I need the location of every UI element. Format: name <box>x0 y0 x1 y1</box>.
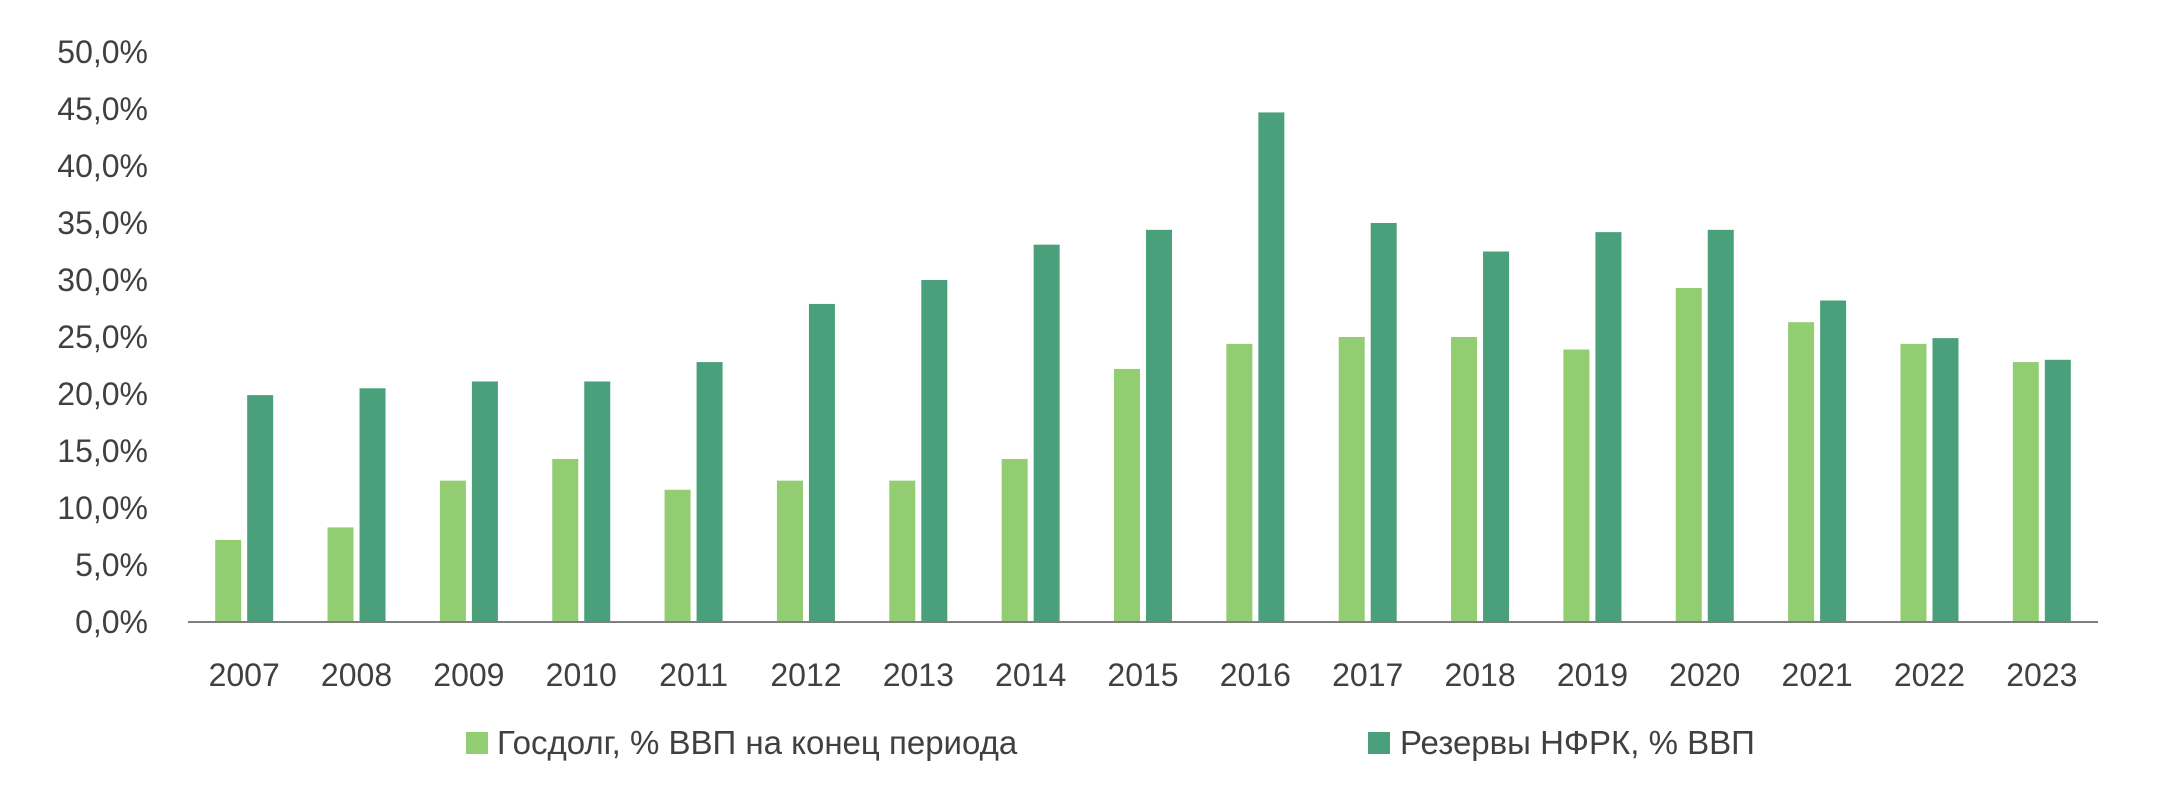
bar-gosdolg-2021 <box>1788 322 1815 622</box>
bar-gosdolg-2016 <box>1226 343 1253 622</box>
x-tick-label: 2010 <box>546 657 617 693</box>
bar-gosdolg-2012 <box>776 480 803 622</box>
y-tick-label: 50,0% <box>57 34 148 70</box>
bar-rezervy-2008 <box>359 388 386 622</box>
bar-rezervy-2019 <box>1595 232 1622 622</box>
y-tick-label: 35,0% <box>57 205 148 241</box>
bar-rezervy-2022 <box>1932 338 1959 622</box>
y-tick-label: 20,0% <box>57 376 148 412</box>
legend-label-rezervy: Резервы НФРК, % ВВП <box>1400 724 1755 761</box>
bar-gosdolg-2008 <box>327 527 354 622</box>
y-tick-label: 45,0% <box>57 91 148 127</box>
x-tick-label: 2007 <box>209 657 280 693</box>
x-tick-label: 2018 <box>1444 657 1515 693</box>
bar-rezervy-2018 <box>1483 251 1510 622</box>
x-tick-label: 2015 <box>1107 657 1178 693</box>
y-tick-label: 25,0% <box>57 319 148 355</box>
bar-rezervy-2017 <box>1370 223 1397 622</box>
bar-rezervy-2012 <box>808 303 835 622</box>
bar-gosdolg-2020 <box>1675 287 1702 622</box>
y-axis-ticks: 0,0% 5,0% 10,0% 15,0% 20,0% 25,0% 30,0% 35,0% 40… <box>57 34 148 640</box>
y-tick-label: 15,0% <box>57 433 148 469</box>
x-tick-label: 2012 <box>770 657 841 693</box>
bar-gosdolg-2014 <box>1001 458 1028 622</box>
x-tick-label: 2017 <box>1332 657 1403 693</box>
bar-gosdolg-2009 <box>439 480 466 622</box>
y-tick-label: 0,0% <box>75 604 148 640</box>
bar-gosdolg-2018 <box>1451 337 1478 622</box>
bar-rezervy-2021 <box>1820 300 1847 622</box>
legend-swatch-gosdolg <box>466 732 488 754</box>
x-tick-label: 2021 <box>1782 657 1853 693</box>
x-tick-label: 2014 <box>995 657 1066 693</box>
bar-rezervy-2010 <box>584 381 611 622</box>
x-tick-label: 2019 <box>1557 657 1628 693</box>
y-tick-label: 10,0% <box>57 490 148 526</box>
legend-label-gosdolg: Госдолг, % ВВП на конец периода <box>497 724 1018 761</box>
x-tick-label: 2009 <box>433 657 504 693</box>
bar-gosdolg-2007 <box>215 539 242 622</box>
bar-rezervy-2009 <box>471 381 498 622</box>
y-tick-label: 40,0% <box>57 148 148 184</box>
x-tick-label: 2022 <box>1894 657 1965 693</box>
x-tick-label: 2011 <box>659 657 728 693</box>
bar-rezervy-2023 <box>2044 359 2071 622</box>
bar-gosdolg-2015 <box>1114 368 1140 622</box>
bars <box>215 112 2071 623</box>
bar-rezervy-2016 <box>1258 112 1285 623</box>
y-tick-label: 5,0% <box>75 547 148 583</box>
bar-gosdolg-2022 <box>1900 343 1927 622</box>
bar-rezervy-2007 <box>247 395 274 622</box>
x-tick-label: 2023 <box>2006 657 2077 693</box>
x-tick-label: 2020 <box>1669 657 1740 693</box>
legend: Госдолг, % ВВП на конец периода Резервы … <box>466 724 1755 761</box>
bar-rezervy-2014 <box>1033 244 1060 622</box>
bar-gosdolg-2017 <box>1338 337 1365 622</box>
bar-gosdolg-2010 <box>552 458 579 622</box>
y-tick-label: 30,0% <box>57 262 148 298</box>
bar-gosdolg-2013 <box>889 480 916 622</box>
x-tick-label: 2016 <box>1220 657 1291 693</box>
bar-rezervy-2015 <box>1146 229 1172 622</box>
legend-swatch-rezervy <box>1368 732 1390 754</box>
bar-rezervy-2011 <box>696 362 723 622</box>
bar-gosdolg-2019 <box>1563 349 1590 622</box>
bar-rezervy-2020 <box>1707 229 1734 622</box>
x-tick-label: 2008 <box>321 657 392 693</box>
bar-gosdolg-2023 <box>2012 362 2039 622</box>
x-tick-label: 2013 <box>883 657 954 693</box>
bar-gosdolg-2011 <box>664 489 691 622</box>
bar-rezervy-2013 <box>921 280 948 622</box>
x-axis-ticks: 2007 2008 2009 2010 2011 2012 2013 2014 2015 2016… <box>209 657 2078 693</box>
